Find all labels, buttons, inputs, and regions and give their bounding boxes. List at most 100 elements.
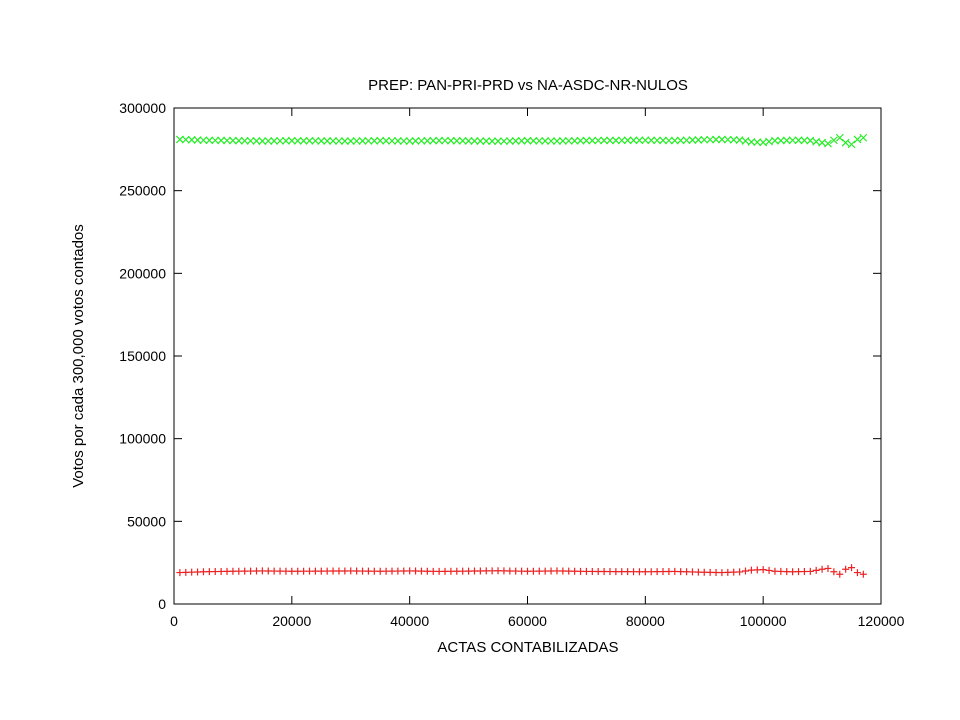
series-0 bbox=[175, 133, 868, 149]
data-point bbox=[287, 136, 296, 145]
data-point bbox=[341, 567, 349, 575]
x-axis: 0 20000 40000 60000 80000 100000 120000 bbox=[170, 108, 905, 629]
data-point bbox=[352, 137, 361, 145]
data-point bbox=[429, 567, 437, 575]
x-tick-label: 0 bbox=[170, 613, 178, 629]
data-point bbox=[441, 136, 449, 145]
data-point bbox=[582, 136, 591, 145]
data-point bbox=[594, 136, 603, 145]
data-point bbox=[346, 137, 355, 145]
data-point bbox=[571, 567, 579, 575]
data-point bbox=[329, 137, 337, 145]
data-point bbox=[217, 567, 225, 575]
series-1 bbox=[176, 564, 867, 578]
data-point bbox=[311, 136, 320, 145]
data-point bbox=[370, 136, 379, 145]
data-point bbox=[524, 567, 531, 575]
data-point bbox=[329, 567, 337, 575]
data-point bbox=[789, 568, 797, 576]
data-point bbox=[488, 567, 496, 575]
data-point bbox=[659, 568, 667, 576]
data-point bbox=[282, 136, 290, 145]
data-point bbox=[376, 567, 384, 575]
data-point bbox=[653, 568, 661, 576]
data-point bbox=[446, 136, 455, 145]
data-point bbox=[429, 136, 438, 145]
data-point bbox=[641, 136, 650, 145]
data-point bbox=[718, 135, 726, 144]
data-point bbox=[617, 136, 626, 145]
data-point bbox=[199, 568, 207, 576]
data-point bbox=[671, 567, 679, 575]
data-point bbox=[506, 567, 514, 575]
data-point bbox=[394, 567, 402, 575]
data-point bbox=[306, 567, 314, 575]
data-point bbox=[700, 135, 709, 144]
data-point bbox=[211, 136, 220, 145]
data-point bbox=[706, 568, 714, 576]
data-point bbox=[247, 567, 255, 575]
data-point bbox=[829, 136, 838, 145]
data-point bbox=[435, 136, 444, 145]
data-point bbox=[335, 137, 343, 145]
data-point bbox=[700, 568, 708, 576]
data-point bbox=[476, 567, 484, 575]
data-point bbox=[729, 135, 738, 144]
data-point bbox=[806, 567, 814, 575]
data-point bbox=[470, 137, 479, 145]
data-point bbox=[606, 568, 614, 576]
data-point bbox=[653, 136, 662, 145]
data-point bbox=[835, 133, 844, 142]
data-point bbox=[276, 136, 284, 145]
data-point bbox=[188, 568, 196, 576]
data-point bbox=[582, 567, 590, 575]
data-point bbox=[459, 567, 467, 575]
data-point bbox=[258, 567, 266, 575]
data-point bbox=[505, 137, 514, 145]
data-point bbox=[246, 136, 255, 145]
data-point bbox=[500, 137, 508, 146]
data-point bbox=[659, 136, 667, 145]
data-point bbox=[565, 567, 573, 575]
data-point bbox=[317, 567, 325, 575]
data-point bbox=[664, 136, 673, 145]
data-point bbox=[848, 564, 856, 572]
data-point bbox=[547, 567, 555, 575]
data-point bbox=[399, 137, 408, 145]
data-point bbox=[724, 568, 732, 576]
data-point bbox=[759, 566, 767, 574]
data-point bbox=[340, 137, 349, 145]
data-point bbox=[747, 137, 756, 146]
data-point bbox=[305, 136, 314, 145]
data-point bbox=[393, 137, 402, 145]
data-point bbox=[388, 567, 396, 575]
data-point bbox=[547, 137, 555, 145]
data-point bbox=[842, 565, 850, 573]
data-point bbox=[629, 136, 638, 145]
data-point bbox=[670, 136, 679, 145]
data-point bbox=[482, 137, 491, 146]
data-point bbox=[270, 137, 279, 145]
data-point bbox=[800, 136, 809, 145]
data-point bbox=[836, 570, 844, 578]
data-point bbox=[347, 567, 355, 575]
data-point bbox=[359, 567, 367, 575]
data-point bbox=[223, 136, 231, 145]
y-tick-label: 0 bbox=[158, 596, 166, 612]
data-point bbox=[788, 136, 797, 145]
data-point bbox=[800, 568, 808, 576]
data-point bbox=[518, 567, 526, 575]
data-point bbox=[423, 136, 432, 145]
data-point bbox=[577, 567, 585, 575]
data-point bbox=[771, 567, 779, 575]
data-point bbox=[771, 136, 779, 145]
data-point bbox=[777, 567, 785, 575]
data-point bbox=[335, 567, 343, 575]
data-point bbox=[712, 568, 720, 576]
data-point bbox=[465, 567, 473, 575]
data-point bbox=[665, 567, 673, 575]
data-point bbox=[529, 136, 538, 145]
data-point bbox=[588, 136, 597, 145]
data-point bbox=[482, 567, 490, 575]
data-point bbox=[258, 137, 267, 145]
